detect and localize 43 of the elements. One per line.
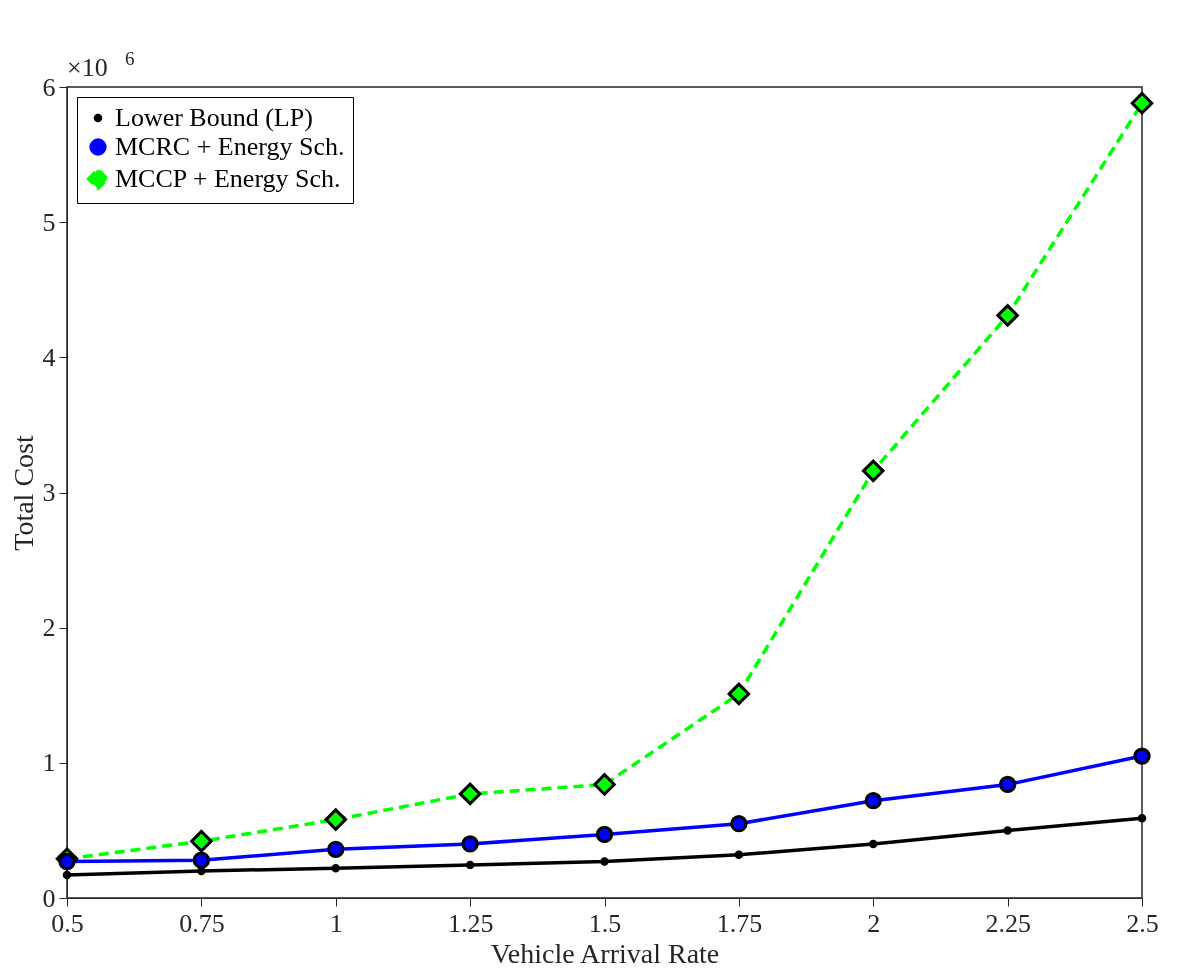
point [1133, 747, 1151, 765]
point [862, 459, 885, 483]
point [1003, 826, 1012, 835]
y-axis-title: Total Cost [7, 435, 39, 551]
point [593, 773, 616, 796]
point [998, 775, 1017, 794]
y-tick-label: 4 [42, 342, 56, 372]
y-tick-label: 5 [42, 207, 56, 237]
point [727, 682, 751, 706]
legend-label: MCRC + Energy Sch. [115, 132, 345, 161]
x-tick-label: 0.75 [179, 908, 225, 938]
y-tick-label: 6 [42, 72, 56, 102]
point [730, 815, 748, 833]
point [864, 792, 882, 810]
y-tick-label: 3 [42, 478, 56, 507]
point [461, 835, 479, 853]
point [1130, 91, 1154, 115]
legend-label: MCCP + Energy Sch. [115, 164, 341, 193]
point [465, 860, 475, 870]
point [600, 857, 609, 866]
point [996, 304, 1019, 327]
x-tick-label: 1.25 [447, 908, 494, 938]
point [734, 850, 744, 859]
point [192, 851, 211, 869]
point [331, 864, 340, 873]
x-tick-label: 1.5 [588, 908, 622, 938]
point [1137, 814, 1147, 823]
point [869, 839, 878, 849]
x-axis-title: Vehicle Arrival Rate [490, 937, 720, 969]
y-tick-label: 1 [42, 748, 56, 778]
point [458, 782, 482, 806]
x-tick-label: 2 [867, 908, 881, 938]
x-tick-label: 2.5 [1126, 908, 1159, 938]
x-tick-label: 1.75 [716, 908, 763, 938]
point [327, 840, 345, 858]
point [190, 829, 213, 853]
point [324, 808, 347, 831]
x-tick-label: 2.25 [985, 908, 1031, 938]
point [595, 825, 614, 844]
point [62, 870, 72, 880]
x-tick-label: 1 [329, 908, 343, 938]
legend-label: Lower Bound (LP) [115, 103, 313, 132]
y-tick-label: 2 [42, 613, 56, 643]
